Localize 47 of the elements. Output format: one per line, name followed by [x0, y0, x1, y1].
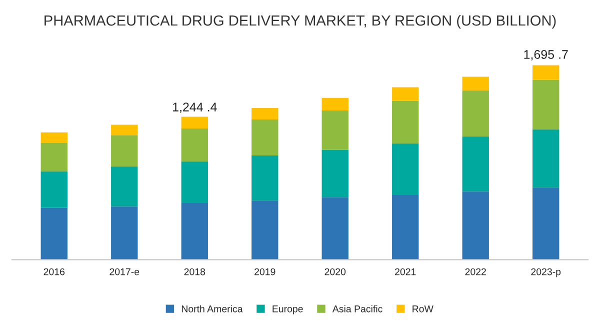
bar — [40, 171, 68, 208]
x-tick-label: 2019 — [254, 268, 276, 276]
bar — [111, 166, 138, 206]
bar — [532, 65, 560, 80]
x-tick-label: 2017-e — [110, 268, 140, 276]
bar — [392, 87, 419, 101]
bar — [40, 143, 68, 172]
bar — [532, 129, 560, 188]
bar — [181, 202, 208, 260]
x-tick-label: 2023-p — [531, 268, 561, 278]
bar — [181, 161, 208, 203]
bar — [392, 194, 419, 260]
bar — [322, 110, 348, 150]
bar — [111, 135, 138, 166]
x-tick-label: 2016 — [44, 268, 65, 276]
bar — [252, 108, 278, 120]
bar — [462, 191, 489, 260]
bar — [532, 187, 560, 260]
bar — [252, 155, 278, 200]
chart-title: PHARMACEUTICAL DRUG DELIVERY MARKET, BY REGION (USD BILLION) — [44, 14, 556, 29]
x-tick-label: 2020 — [324, 268, 346, 276]
bar — [252, 200, 278, 260]
bar — [111, 124, 138, 136]
legend-label: Europe — [272, 306, 303, 314]
bar — [462, 76, 489, 90]
bar — [40, 208, 68, 260]
bar — [252, 120, 278, 156]
bar — [462, 136, 489, 192]
total-label: 1,244 .4 — [173, 102, 217, 113]
total-label: 1,695 .7 — [524, 50, 568, 60]
bar — [322, 98, 348, 111]
bar — [322, 197, 348, 260]
legend-label: RoW — [412, 306, 434, 312]
bar — [40, 132, 68, 144]
bar — [322, 150, 348, 198]
bar — [111, 206, 138, 260]
x-tick-label: 2018 — [184, 268, 206, 276]
bar — [392, 100, 419, 144]
bar — [532, 80, 560, 130]
bar — [181, 116, 208, 128]
bar — [392, 143, 419, 195]
legend-label: Asia Pacific — [332, 305, 382, 312]
bar — [181, 128, 208, 162]
bar — [462, 90, 489, 136]
x-tick-label: 2022 — [465, 268, 486, 276]
x-tick-label: 2021 — [395, 268, 416, 276]
legend-label: North America — [182, 305, 243, 312]
